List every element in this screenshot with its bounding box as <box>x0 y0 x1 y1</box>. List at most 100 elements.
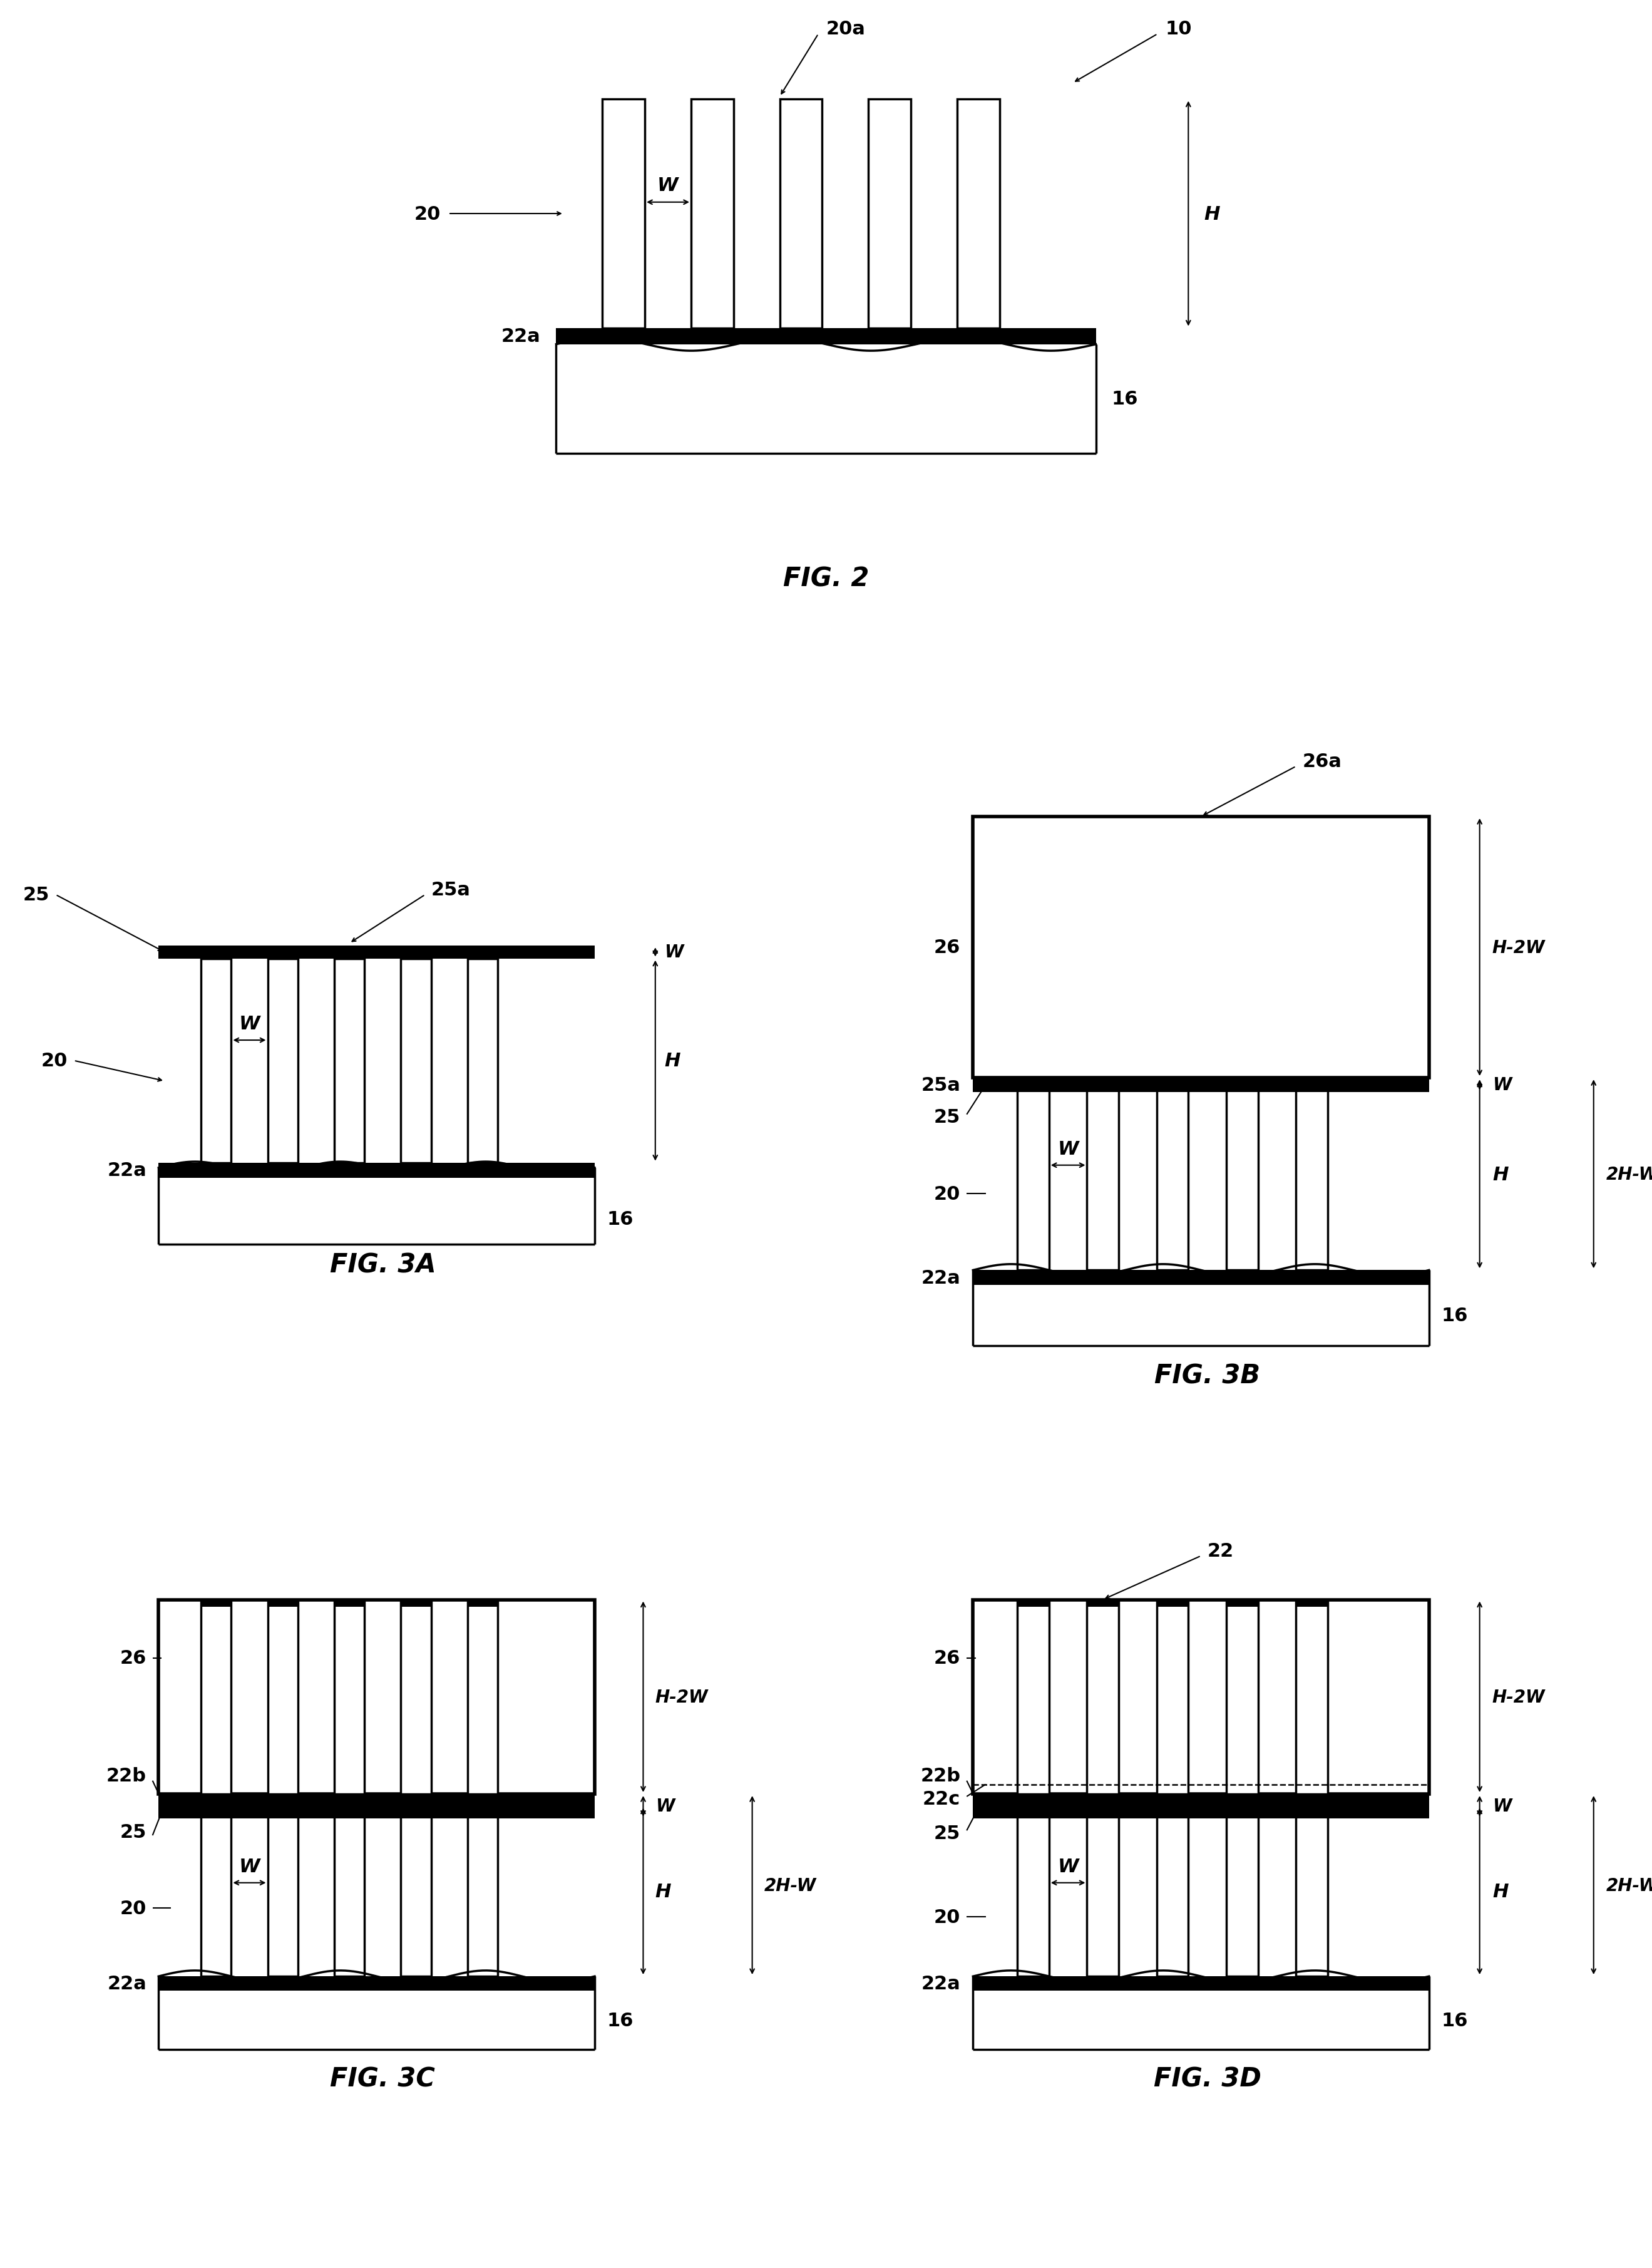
Bar <box>268 1805 297 1814</box>
Bar <box>202 1805 231 1814</box>
Text: 20a: 20a <box>826 20 866 39</box>
Bar <box>401 1599 431 1794</box>
Bar <box>268 1599 297 1608</box>
Bar <box>1018 1805 1049 1975</box>
Bar <box>973 816 1429 1077</box>
Text: 26: 26 <box>121 1649 147 1667</box>
Bar <box>557 329 1095 345</box>
Bar <box>334 1805 365 1814</box>
Bar <box>603 100 644 329</box>
Text: 25: 25 <box>933 1823 960 1842</box>
Bar <box>468 959 497 1163</box>
Text: 26: 26 <box>933 1649 960 1667</box>
Text: 22: 22 <box>1208 1542 1234 1560</box>
Text: 25a: 25a <box>431 880 471 898</box>
Text: 20: 20 <box>415 204 441 222</box>
Bar <box>401 1805 431 1975</box>
Bar <box>202 1599 231 1608</box>
Bar <box>1295 1080 1328 1270</box>
Bar <box>202 1599 231 1794</box>
Bar <box>468 1599 497 1608</box>
Text: 22c: 22c <box>923 1789 960 1808</box>
Bar <box>268 1599 297 1794</box>
Bar <box>159 1599 595 1794</box>
Text: 22a: 22a <box>107 1161 147 1179</box>
Text: 16: 16 <box>1442 1306 1469 1325</box>
Bar <box>1295 1599 1328 1608</box>
Bar <box>401 959 431 1163</box>
Text: 26: 26 <box>933 939 960 957</box>
Bar <box>1018 1080 1049 1270</box>
Text: W: W <box>664 943 684 962</box>
Text: 22a: 22a <box>107 1975 147 1994</box>
Bar <box>334 959 365 1163</box>
Bar <box>1087 1599 1118 1608</box>
Text: 22a: 22a <box>922 1975 960 1994</box>
Bar <box>159 1975 595 1991</box>
Text: W: W <box>1492 1799 1512 1814</box>
Bar <box>973 1794 1429 1805</box>
Text: 26a: 26a <box>1302 753 1341 771</box>
Text: 25: 25 <box>121 1823 147 1842</box>
Bar <box>202 959 231 1163</box>
Text: H-2W: H-2W <box>656 1687 709 1706</box>
Text: 22a: 22a <box>502 327 540 345</box>
Bar <box>973 1975 1429 1991</box>
Text: 16: 16 <box>1442 2012 1469 2030</box>
Bar <box>1226 1805 1259 1975</box>
Text: FIG. 3C: FIG. 3C <box>330 2066 434 2091</box>
Text: 20: 20 <box>41 1052 68 1070</box>
Text: W: W <box>1057 1857 1079 1876</box>
Bar <box>468 1805 497 1814</box>
Bar <box>1226 1599 1259 1608</box>
Bar <box>957 100 999 329</box>
Text: H: H <box>1492 1882 1508 1901</box>
Text: 20: 20 <box>933 1184 960 1202</box>
Text: FIG. 3A: FIG. 3A <box>330 1252 436 1279</box>
Text: 2H-W: 2H-W <box>765 1876 816 1894</box>
Bar <box>159 946 595 959</box>
Text: H: H <box>664 1052 681 1070</box>
Bar <box>1018 1599 1049 1608</box>
Text: 20: 20 <box>121 1898 147 1916</box>
Bar <box>691 100 733 329</box>
Text: 2H-W: 2H-W <box>1606 1876 1652 1894</box>
Bar <box>973 1077 1429 1093</box>
Bar <box>973 1599 1429 1794</box>
Text: H: H <box>656 1882 671 1901</box>
Bar <box>1156 1599 1188 1608</box>
Bar <box>1087 1805 1118 1975</box>
Bar <box>401 1599 431 1608</box>
Text: FIG. 3B: FIG. 3B <box>1155 1363 1260 1388</box>
Text: W: W <box>656 1799 674 1814</box>
Text: 16: 16 <box>606 2012 633 2030</box>
Bar <box>334 1599 365 1608</box>
Bar <box>1018 1599 1049 1794</box>
Bar <box>468 1599 497 1794</box>
Bar <box>973 1805 1429 1819</box>
Bar <box>1087 1599 1118 1794</box>
Bar <box>973 1270 1429 1286</box>
Bar <box>334 1599 365 1794</box>
Bar <box>159 1805 595 1819</box>
Text: W: W <box>1492 1077 1512 1093</box>
Text: 22a: 22a <box>922 1268 960 1286</box>
Text: 25a: 25a <box>922 1075 960 1093</box>
Bar <box>468 1805 497 1975</box>
Bar <box>1226 1080 1259 1270</box>
Bar <box>1156 1805 1188 1975</box>
Bar <box>1226 1599 1259 1794</box>
Text: 25: 25 <box>23 887 50 905</box>
Text: W: W <box>657 177 679 195</box>
Bar <box>869 100 910 329</box>
Bar <box>268 959 297 1163</box>
Bar <box>1156 1080 1188 1270</box>
Text: 16: 16 <box>606 1209 633 1229</box>
Bar <box>1156 1599 1188 1794</box>
Text: W: W <box>240 1857 259 1876</box>
Text: H: H <box>1204 204 1219 222</box>
Bar <box>780 100 823 329</box>
Text: W: W <box>1057 1141 1079 1159</box>
Text: 22b: 22b <box>106 1767 147 1785</box>
Bar <box>268 1805 297 1975</box>
